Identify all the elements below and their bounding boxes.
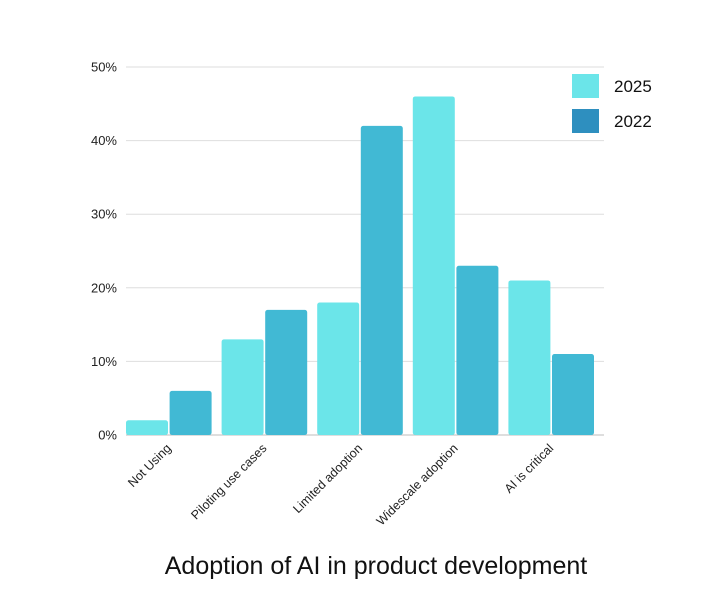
y-tick-label: 50% xyxy=(91,60,117,75)
bar-2025-1 xyxy=(221,339,264,435)
bar-2025-4 xyxy=(508,280,551,435)
y-tick-label: 20% xyxy=(91,280,117,295)
bar-2025-3 xyxy=(412,96,455,435)
bar-2022-2 xyxy=(360,125,403,435)
legend-label-2025: 2025 xyxy=(614,77,652,96)
legend-label-2022: 2022 xyxy=(614,112,652,131)
bars xyxy=(126,96,594,435)
bar-2025-0 xyxy=(126,420,168,435)
chart-title: Adoption of AI in product development xyxy=(165,552,588,580)
x-axis-labels: Not Using Piloting use cases Limited adopt… xyxy=(125,441,556,528)
bar-2022-1 xyxy=(265,309,308,435)
x-tick-label: Limited adoption xyxy=(290,441,365,516)
x-tick-label: Piloting use cases xyxy=(188,441,269,522)
x-tick-label: AI is critical xyxy=(502,441,557,496)
bar-2025-2 xyxy=(317,302,360,435)
x-tick-label: Not Using xyxy=(125,441,174,490)
y-tick-label: 0% xyxy=(98,428,117,443)
y-tick-label: 10% xyxy=(91,354,117,369)
legend-swatch-2025 xyxy=(572,74,599,98)
bar-2022-0 xyxy=(169,390,212,435)
legend-swatch-2022 xyxy=(572,109,599,133)
bar-2022-3 xyxy=(456,265,499,435)
x-tick-label: Widescale adoption xyxy=(374,441,461,528)
legend: 2025 2022 xyxy=(572,74,652,133)
y-axis-ticks: 0% 10% 20% 30% 40% 50% xyxy=(91,60,117,443)
y-tick-label: 30% xyxy=(91,207,117,222)
y-tick-label: 40% xyxy=(91,133,117,148)
bar-2022-4 xyxy=(552,354,594,435)
